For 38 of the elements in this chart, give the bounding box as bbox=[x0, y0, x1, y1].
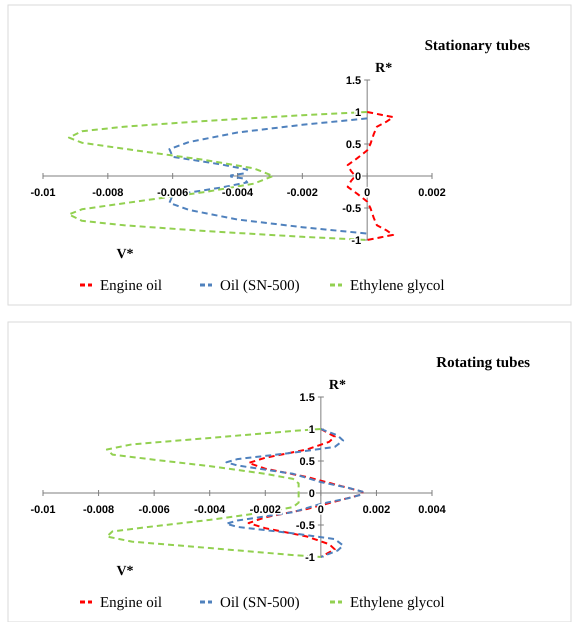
y-tick-label: 0 bbox=[308, 488, 315, 500]
x-tick-label: -0.004 bbox=[222, 187, 254, 199]
y-axis-title: R* bbox=[328, 378, 346, 393]
x-tick-label: -0.008 bbox=[92, 187, 124, 199]
x-axis-title: V* bbox=[116, 564, 134, 579]
y-tick-label: -0.5 bbox=[342, 203, 362, 215]
legend-label: Oil (SN-500) bbox=[220, 595, 300, 611]
x-tick-label: -0.008 bbox=[82, 504, 114, 516]
legend-label: Ethylene glycol bbox=[350, 278, 445, 294]
y-tick-label: 1.5 bbox=[300, 392, 315, 404]
x-tick-label: -0.01 bbox=[30, 187, 56, 199]
x-tick-label: 0.002 bbox=[362, 504, 390, 516]
y-axis-title: R* bbox=[375, 61, 392, 76]
legend-label: Engine oil bbox=[100, 278, 162, 294]
x-tick-label: -0.006 bbox=[138, 504, 170, 516]
y-tick-label: -0.5 bbox=[296, 520, 315, 532]
y-tick-label: 0.5 bbox=[300, 456, 315, 468]
y-tick-label: 1 bbox=[355, 107, 362, 119]
text: Stationary tubes bbox=[424, 38, 530, 54]
x-axis-title: V* bbox=[116, 247, 134, 262]
x-tick-label: 0.002 bbox=[418, 187, 446, 199]
x-tick-label: -0.004 bbox=[194, 504, 226, 516]
y-tick-label: 1.5 bbox=[346, 75, 362, 87]
x-tick-label: -0.01 bbox=[30, 504, 56, 516]
x-tick-label: 0.004 bbox=[418, 504, 447, 516]
x-tick-label: 0 bbox=[318, 504, 324, 516]
y-tick-label: -1 bbox=[351, 235, 362, 247]
legend-label: Engine oil bbox=[100, 595, 162, 611]
x-tick-label: -0.002 bbox=[286, 187, 318, 199]
y-tick-label: 0 bbox=[355, 171, 362, 183]
legend-label: Oil (SN-500) bbox=[220, 278, 300, 294]
y-tick-label: 0.5 bbox=[346, 139, 362, 151]
legend-label: Ethylene glycol bbox=[350, 595, 445, 611]
y-tick-label: 1 bbox=[308, 424, 315, 436]
x-tick-label: 0 bbox=[364, 187, 370, 199]
x-tick-label: -0.002 bbox=[250, 504, 281, 516]
text: Rotating tubes bbox=[436, 355, 530, 371]
x-tick-label: -0.006 bbox=[157, 187, 188, 199]
